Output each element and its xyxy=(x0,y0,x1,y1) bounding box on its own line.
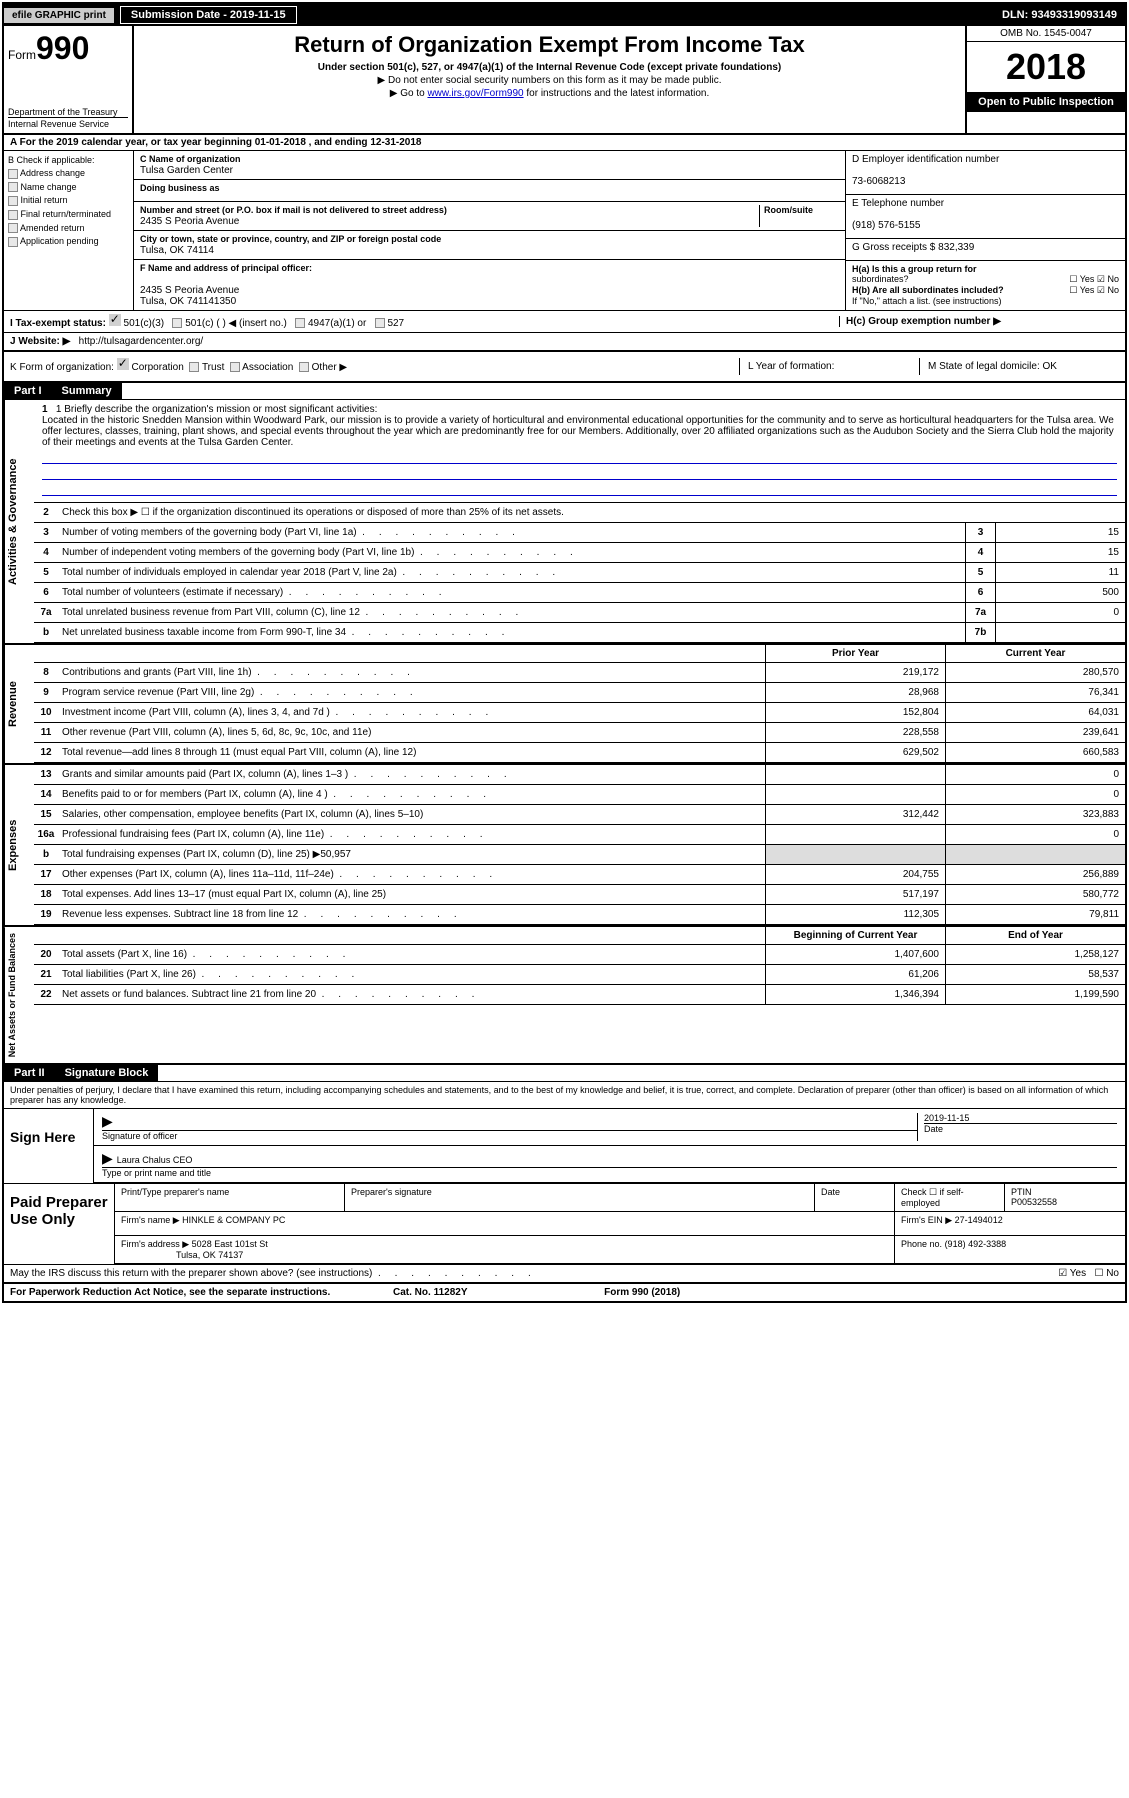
col-c: C Name of organizationTulsa Garden Cente… xyxy=(134,151,845,310)
ein: 73-6068213 xyxy=(852,176,905,187)
org-name: Tulsa Garden Center xyxy=(140,165,233,176)
title-box: Return of Organization Exempt From Incom… xyxy=(134,26,965,133)
line7b xyxy=(995,623,1125,642)
mission-text: Located in the historic Snedden Mansion … xyxy=(42,415,1117,448)
sign-here: Sign Here ▶Signature of officer 2019-11-… xyxy=(4,1109,1125,1183)
firm-name: HINKLE & COMPANY PC xyxy=(182,1215,285,1225)
mission: 1 1 Briefly describe the organization's … xyxy=(34,400,1125,503)
submission-date: Submission Date - 2019-11-15 xyxy=(120,6,297,24)
period-row: A For the 2019 calendar year, or tax yea… xyxy=(4,135,1125,151)
gov-section: Activities & Governance 1 1 Briefly desc… xyxy=(4,400,1125,643)
form-page: efile GRAPHIC print Submission Date - 20… xyxy=(2,2,1127,1303)
line5: 11 xyxy=(995,563,1125,582)
dept: Department of the Treasury xyxy=(8,107,128,117)
gov-label: Activities & Governance xyxy=(4,400,34,643)
gross-receipts: G Gross receipts $ 832,339 xyxy=(852,242,974,253)
dln: DLN: 93493319093149 xyxy=(994,7,1125,23)
paid-preparer: Paid Preparer Use Only Print/Type prepar… xyxy=(4,1183,1125,1264)
line3: 15 xyxy=(995,523,1125,542)
year-formation: L Year of formation: xyxy=(739,358,919,375)
chk-name[interactable] xyxy=(8,182,18,192)
form-box: Form990 Department of the Treasury Inter… xyxy=(4,26,134,133)
expenses-label: Expenses xyxy=(4,765,34,925)
expenses-section: Expenses 13Grants and similar amounts pa… xyxy=(4,763,1125,925)
korg-row: K Form of organization: Corporation Trus… xyxy=(4,352,1125,383)
city: Tulsa, OK 74114 xyxy=(140,245,214,256)
firm-ein: 27-1494012 xyxy=(955,1215,1003,1225)
chk-initial[interactable] xyxy=(8,196,18,206)
website-url: http://tulsagardencenter.org/ xyxy=(79,336,204,347)
sig-intro: Under penalties of perjury, I declare th… xyxy=(4,1082,1125,1109)
chk-pending[interactable] xyxy=(8,237,18,247)
website-row: J Website: ▶ http://tulsagardencenter.or… xyxy=(4,333,1125,352)
form-label: Form xyxy=(8,48,36,62)
info-grid: B Check if applicable: Address change Na… xyxy=(4,151,1125,311)
form-number: 990 xyxy=(36,30,89,66)
omb: OMB No. 1545-0047 xyxy=(967,26,1125,42)
part1-header: Part ISummary xyxy=(4,383,1125,400)
phone: (918) 576-5155 xyxy=(852,220,920,231)
address: 2435 S Peoria Avenue xyxy=(140,216,239,227)
subtitle: Under section 501(c), 527, or 4947(a)(1)… xyxy=(140,62,959,73)
revenue-section: Revenue Prior YearCurrent Year 8Contribu… xyxy=(4,643,1125,763)
b-header: B Check if applicable: xyxy=(8,155,129,165)
col-b: B Check if applicable: Address change Na… xyxy=(4,151,134,310)
irs-link[interactable]: www.irs.gov/Form990 xyxy=(427,88,523,99)
prep-phone: (918) 492-3388 xyxy=(945,1239,1007,1249)
bottom-row: For Paperwork Reduction Act Notice, see … xyxy=(4,1282,1125,1301)
chk-amended[interactable] xyxy=(8,223,18,233)
header: Form990 Department of the Treasury Inter… xyxy=(4,26,1125,135)
irs: Internal Revenue Service xyxy=(8,117,128,129)
chk-address[interactable] xyxy=(8,169,18,179)
form-title: Return of Organization Exempt From Incom… xyxy=(140,32,959,58)
open-public: Open to Public Inspection xyxy=(967,92,1125,112)
note2: ▶ Go to www.irs.gov/Form990 for instruct… xyxy=(140,88,959,99)
efile-button[interactable]: efile GRAPHIC print xyxy=(4,8,114,23)
top-bar: efile GRAPHIC print Submission Date - 20… xyxy=(4,4,1125,26)
chk-501c3[interactable] xyxy=(109,314,121,326)
netassets-section: Net Assets or Fund Balances Beginning of… xyxy=(4,925,1125,1063)
col-d: D Employer identification number73-60682… xyxy=(845,151,1125,310)
tax-status-row: I Tax-exempt status: 501(c)(3) 501(c) ( … xyxy=(4,311,1125,333)
year-box: OMB No. 1545-0047 2018 Open to Public In… xyxy=(965,26,1125,133)
state-domicile: M State of legal domicile: OK xyxy=(919,358,1119,375)
chk-corp[interactable] xyxy=(117,358,129,370)
line4: 15 xyxy=(995,543,1125,562)
discuss-row: May the IRS discuss this return with the… xyxy=(4,1264,1125,1282)
ptin: P00532558 xyxy=(1011,1197,1057,1207)
note1: ▶ Do not enter social security numbers o… xyxy=(140,75,959,86)
part2-header: Part IISignature Block xyxy=(4,1063,1125,1082)
form-version: Form 990 (2018) xyxy=(530,1287,680,1298)
officer-name: Laura Chalus CEO xyxy=(117,1155,193,1165)
line7a: 0 xyxy=(995,603,1125,622)
chk-final[interactable] xyxy=(8,210,18,220)
line6: 500 xyxy=(995,583,1125,602)
netassets-label: Net Assets or Fund Balances xyxy=(4,927,34,1063)
tax-year: 2018 xyxy=(967,42,1125,92)
revenue-label: Revenue xyxy=(4,645,34,763)
